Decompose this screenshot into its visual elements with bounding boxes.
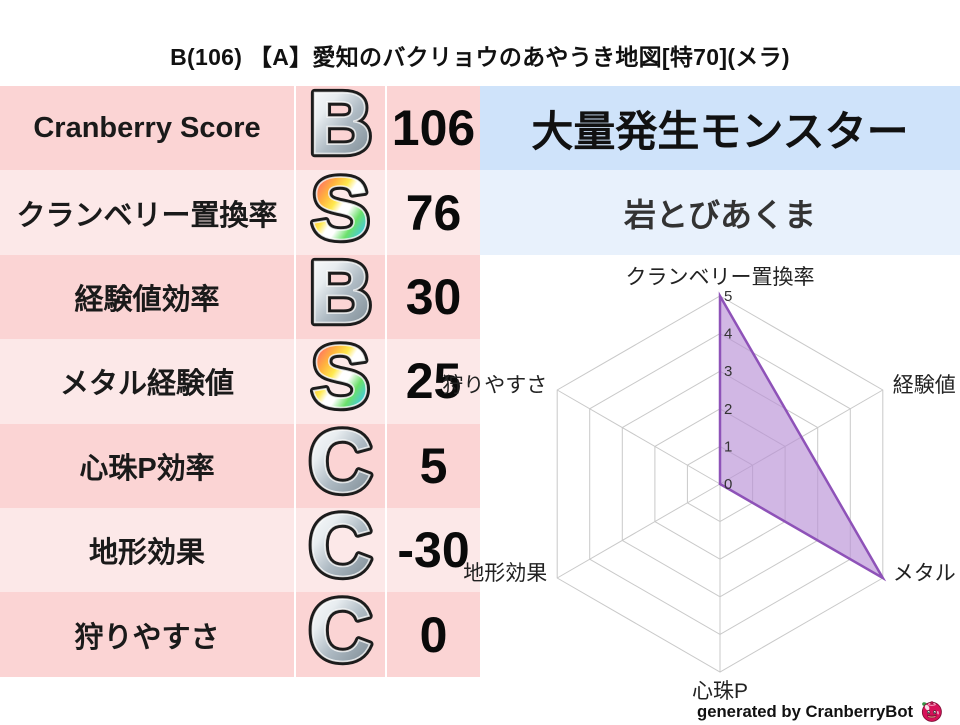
svg-text:C: C (308, 421, 371, 511)
svg-text:B: B (308, 252, 371, 342)
svg-text:1: 1 (724, 438, 732, 455)
svg-text:2: 2 (724, 401, 732, 418)
svg-text:地形効果: 地形効果 (463, 562, 547, 585)
svg-text:S: S (311, 168, 370, 258)
svg-text:経験値: 経験値 (893, 374, 956, 397)
svg-text:5: 5 (724, 288, 732, 305)
svg-text:B: B (308, 83, 371, 173)
svg-text:クランベリー置換率: クランベリー置換率 (626, 266, 815, 289)
svg-text:メタル: メタル (893, 562, 956, 585)
svg-text:4: 4 (724, 326, 732, 343)
svg-text:C: C (308, 590, 371, 680)
svg-text:狩りやすさ: 狩りやすさ (442, 374, 547, 397)
svg-text:3: 3 (724, 363, 732, 380)
svg-text:C: C (308, 505, 371, 595)
svg-text:S: S (311, 336, 370, 426)
svg-text:0: 0 (724, 476, 732, 493)
